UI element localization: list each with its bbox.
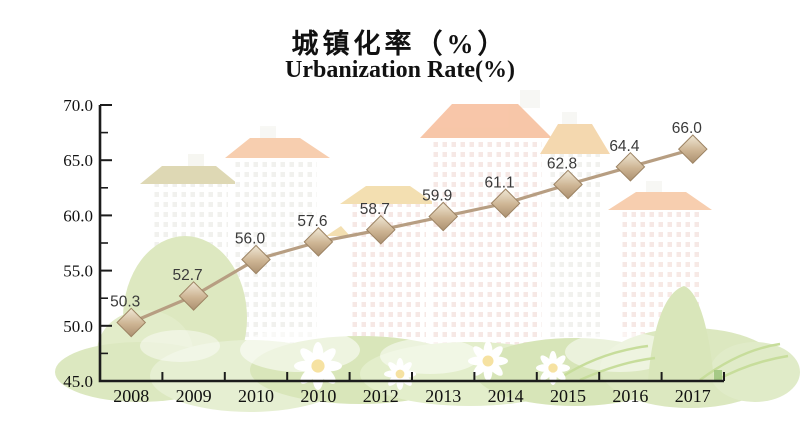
x-axis-tick-label: 2009 xyxy=(176,386,212,406)
data-point-label: 58.7 xyxy=(360,201,390,218)
data-point-marker xyxy=(241,244,271,275)
data-point-marker xyxy=(365,214,396,245)
data-point-marker xyxy=(303,227,334,257)
data-point-label: 61.1 xyxy=(485,174,515,191)
roof-icon xyxy=(140,166,238,184)
chart-title-en: Urbanization Rate(%) xyxy=(285,57,515,83)
tree-icon xyxy=(648,286,714,381)
bush-highlight xyxy=(140,330,220,362)
roof-icon xyxy=(326,226,350,236)
data-point-marker xyxy=(615,151,646,182)
chimney-icon xyxy=(520,90,540,108)
data-point-label: 62.8 xyxy=(547,155,577,172)
data-point-marker xyxy=(428,201,459,232)
x-axis-tick-label: 2008 xyxy=(113,386,149,406)
x-axis-tick-label: 2013 xyxy=(425,386,461,406)
roof-icon xyxy=(420,104,552,138)
roof-icon xyxy=(608,192,712,210)
data-line xyxy=(130,147,694,324)
data-point-label: 50.3 xyxy=(110,293,140,310)
data-point-marker xyxy=(677,134,708,165)
data-point-label: 66.0 xyxy=(672,120,703,137)
grass-icon xyxy=(699,342,781,382)
data-point-label: 64.4 xyxy=(609,138,640,155)
data-point-label: 52.7 xyxy=(173,267,203,284)
x-axis-tick-label: 2015 xyxy=(550,386,586,406)
x-axis-tick-label: 2012 xyxy=(363,386,399,406)
x-axis-tick-label: 2010 xyxy=(238,386,274,406)
grass-tuft-icon xyxy=(714,370,722,381)
chart-title-zh: 城镇化率（%） xyxy=(291,29,509,59)
chimney-icon xyxy=(562,112,577,126)
building-icon xyxy=(432,138,542,360)
data-point-label: 56.0 xyxy=(235,231,266,248)
axis-line xyxy=(98,105,724,383)
x-axis-tick-label: 2010 xyxy=(300,386,336,406)
greenery-decoration xyxy=(55,236,800,412)
roof-icon xyxy=(540,124,610,154)
data-point-marker xyxy=(178,281,209,311)
y-axis-tick-label: 60.0 xyxy=(63,206,93,225)
data-point-label: 57.6 xyxy=(297,213,327,230)
y-axis-tick-label: 65.0 xyxy=(63,151,93,170)
data-point-label: 59.9 xyxy=(422,188,452,205)
y-axis-tick-label: 45.0 xyxy=(63,372,93,391)
data-point-marker xyxy=(116,307,147,338)
x-axis-tick-label: 2017 xyxy=(675,386,711,406)
x-axis-tick-label: 2014 xyxy=(488,386,524,406)
roof-icon xyxy=(340,186,436,204)
y-axis-tick-label: 55.0 xyxy=(63,262,93,281)
chimney-icon xyxy=(646,181,662,195)
x-axis-tick-label: 2016 xyxy=(612,386,648,406)
data-point-marker xyxy=(490,188,521,219)
grass-icon xyxy=(579,356,656,382)
y-axis-tick-label: 50.0 xyxy=(63,317,93,336)
data-point-marker xyxy=(553,169,583,200)
grass-icon xyxy=(559,344,649,380)
roof-icon xyxy=(225,138,330,158)
y-axis-tick-label: 70.0 xyxy=(63,96,93,115)
